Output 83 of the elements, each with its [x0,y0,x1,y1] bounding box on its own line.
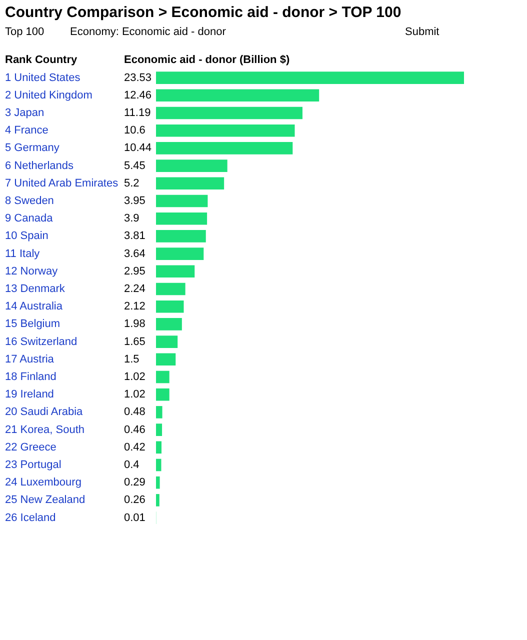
y-tick-label: 1 United States [5,72,81,84]
bar [156,424,162,436]
y-tick-label: 9 Canada [5,212,54,225]
y-tick-label: 11 Italy [5,248,40,260]
data-label: 0.48 [124,406,146,418]
y-tick-label: 13 Denmark [5,283,66,295]
bar [156,353,176,366]
bar [156,89,320,102]
data-label: 5.45 [124,160,146,172]
bar [156,265,195,278]
data-label: 1.02 [124,388,146,401]
y-tick-label: 4 France [5,124,48,137]
y-tick-label: 14 Australia [5,300,64,313]
bar [156,248,204,260]
y-tick-label: 5 Germany [5,142,60,154]
y-tick-label: 23 Portugal [5,459,62,471]
data-label: 10.6 [124,124,146,137]
bar [156,282,186,296]
bar [156,458,162,472]
bar [156,160,228,172]
data-label: 2.12 [124,300,146,313]
y-tick-label: 6 Netherlands [5,160,74,172]
text: Submit [405,26,440,38]
y-tick-label: 7 United Arab Emirates [5,177,119,190]
y-tick-label: 20 Saudi Arabia [5,406,84,418]
y-tick-label: 26 Iceland [5,512,56,524]
y-tick-label: 17 Austria [5,353,55,366]
data-label: 1.02 [124,371,146,383]
text: Top 100 [5,26,44,38]
data-label: 0.29 [124,476,146,489]
y-tick-label: 8 Sweden [5,195,54,207]
data-label: 3.95 [124,195,146,207]
data-label: 12.46 [124,89,152,102]
bar [156,336,178,348]
bar [156,476,160,489]
data-label: 5.2 [124,177,140,190]
data-label: 0.01 [124,512,146,524]
bar [156,441,162,454]
y-tick-label: 12 Norway [5,265,58,278]
data-label: 23.53 [124,72,152,84]
bar [156,494,160,506]
bar [156,142,293,154]
data-label: 2.24 [124,283,146,295]
text: Economy: Economic aid - donor [70,26,226,38]
y-tick-label: 18 Finland [5,371,56,383]
y-tick-label: 3 Japan [5,107,44,119]
y-tick-label: 16 Switzerland [5,336,78,348]
data-label: 1.5 [124,353,140,366]
data-label: 11.19 [124,107,151,119]
bar [156,300,184,313]
bar [156,106,302,120]
data-label: 3.9 [124,212,140,225]
y-axis-title: Rank Country [5,54,78,66]
y-tick-label: 10 Spain [5,230,48,242]
y-tick-label: 15 Belgium [5,318,60,330]
bar [156,406,162,418]
bar [156,72,464,84]
data-label: 0.46 [124,424,146,436]
data-label: 0.4 [124,459,140,471]
bar [156,370,170,384]
data-label: 3.81 [124,230,146,242]
bar [156,318,182,330]
bar [156,388,170,401]
bar [156,194,208,208]
data-label: 10.44 [124,142,152,154]
bar [156,212,208,225]
y-tick-label: 2 United Kingdom [5,89,92,102]
x-axis-title: Economic aid - donor (Billion $) [124,54,290,66]
y-tick-label: 21 Korea, South [5,424,85,436]
y-tick-label: 25 New Zealand [5,494,86,506]
y-tick-label: 22 Greece [5,441,56,454]
chart-title: Country Comparison > Economic aid - donor > TOP 100 [5,4,402,21]
data-label: 3.64 [124,248,146,260]
bar [156,177,224,190]
y-tick-label: 24 Luxembourg [5,476,82,489]
data-label: 2.95 [124,265,146,278]
bar [156,124,295,137]
data-label: 0.42 [124,441,146,454]
data-label: 1.98 [124,318,146,330]
data-label: 1.65 [124,336,146,348]
y-tick-label: 19 Ireland [5,388,54,401]
data-label: 0.26 [124,494,146,506]
bar [156,230,206,242]
